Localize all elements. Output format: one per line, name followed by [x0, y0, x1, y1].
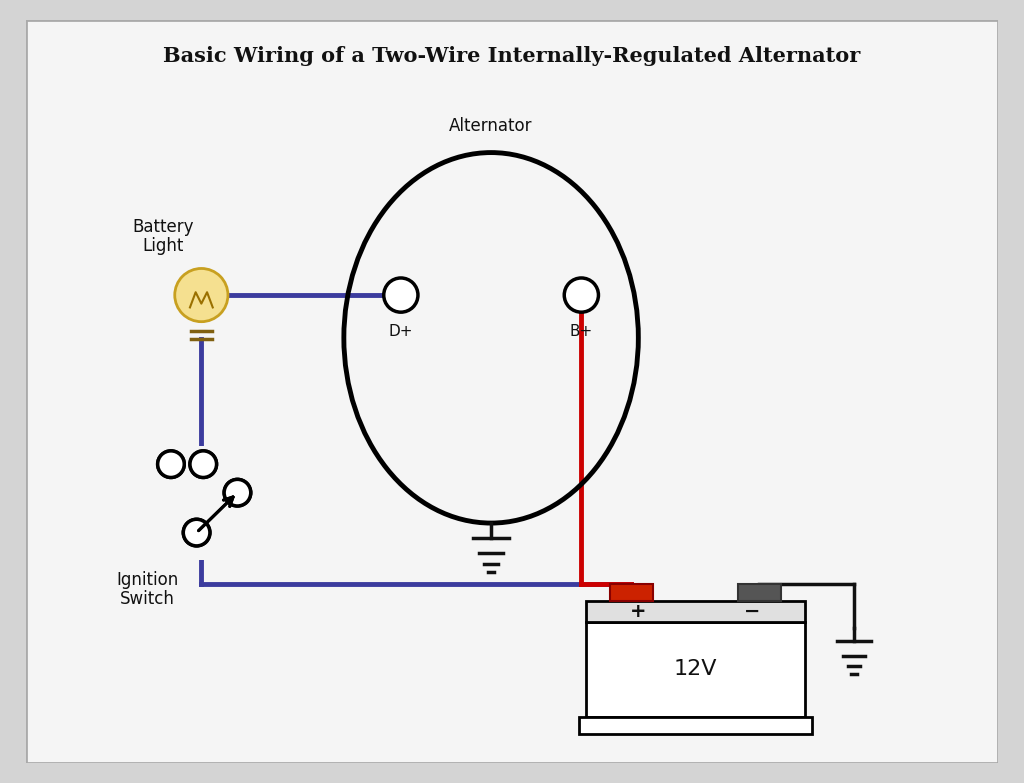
Text: +: + — [630, 602, 646, 621]
Bar — [738, 584, 781, 601]
Text: Switch: Switch — [120, 590, 175, 608]
Bar — [586, 601, 805, 622]
Text: Light: Light — [142, 237, 184, 255]
Bar — [579, 717, 812, 734]
Bar — [144, 446, 258, 560]
Text: Ignition: Ignition — [116, 571, 178, 589]
Text: Basic Wiring of a Two-Wire Internally-Regulated Alternator: Basic Wiring of a Two-Wire Internally-Re… — [164, 45, 860, 66]
Circle shape — [224, 479, 251, 506]
Text: Alternator: Alternator — [450, 117, 532, 135]
Text: B+: B+ — [569, 323, 593, 338]
Text: −: − — [744, 602, 761, 621]
Circle shape — [224, 479, 251, 506]
Circle shape — [175, 269, 228, 322]
Bar — [586, 622, 805, 717]
Text: D+: D+ — [388, 323, 413, 338]
Circle shape — [183, 519, 210, 546]
Circle shape — [183, 519, 210, 546]
Circle shape — [158, 451, 184, 478]
Circle shape — [564, 278, 598, 312]
Circle shape — [158, 451, 184, 478]
Text: Battery: Battery — [132, 218, 195, 236]
Circle shape — [189, 451, 216, 478]
Bar — [610, 584, 652, 601]
Circle shape — [384, 278, 418, 312]
Text: 12V: 12V — [674, 659, 717, 680]
Circle shape — [189, 451, 216, 478]
